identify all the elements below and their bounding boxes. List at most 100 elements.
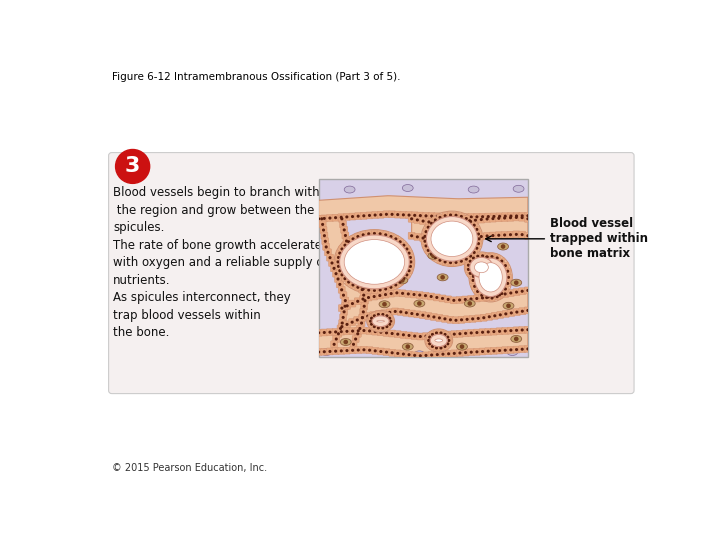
FancyBboxPatch shape (466, 217, 473, 224)
FancyBboxPatch shape (431, 237, 438, 243)
FancyBboxPatch shape (513, 214, 520, 221)
Circle shape (427, 249, 430, 252)
Circle shape (441, 215, 444, 218)
FancyBboxPatch shape (366, 287, 372, 293)
Circle shape (433, 238, 436, 241)
FancyBboxPatch shape (458, 316, 465, 323)
FancyBboxPatch shape (349, 300, 356, 307)
Circle shape (363, 283, 367, 287)
FancyBboxPatch shape (426, 338, 432, 343)
Circle shape (526, 234, 529, 237)
FancyBboxPatch shape (405, 351, 413, 358)
Circle shape (416, 313, 419, 316)
FancyBboxPatch shape (490, 268, 497, 274)
FancyBboxPatch shape (315, 215, 322, 222)
Circle shape (359, 244, 364, 249)
FancyBboxPatch shape (322, 238, 329, 245)
FancyBboxPatch shape (336, 281, 343, 288)
Circle shape (445, 221, 448, 224)
Circle shape (438, 316, 441, 320)
FancyBboxPatch shape (502, 213, 509, 220)
Circle shape (328, 217, 331, 220)
FancyBboxPatch shape (408, 259, 414, 265)
Circle shape (333, 343, 336, 346)
Circle shape (408, 252, 410, 255)
Ellipse shape (402, 343, 413, 350)
FancyBboxPatch shape (451, 214, 458, 220)
FancyBboxPatch shape (431, 314, 437, 320)
Circle shape (382, 326, 384, 329)
Circle shape (521, 310, 524, 313)
FancyBboxPatch shape (460, 218, 467, 225)
FancyBboxPatch shape (502, 327, 509, 334)
Circle shape (438, 216, 441, 219)
FancyBboxPatch shape (346, 279, 352, 285)
Circle shape (495, 295, 499, 298)
Circle shape (464, 258, 468, 261)
Circle shape (445, 238, 448, 241)
Circle shape (423, 240, 426, 243)
Ellipse shape (372, 316, 389, 327)
Circle shape (356, 286, 359, 289)
FancyBboxPatch shape (386, 309, 393, 316)
FancyBboxPatch shape (332, 328, 339, 335)
FancyBboxPatch shape (426, 341, 433, 347)
Circle shape (385, 350, 388, 354)
Circle shape (361, 233, 365, 237)
Circle shape (323, 331, 326, 334)
FancyBboxPatch shape (434, 332, 441, 339)
Circle shape (379, 330, 382, 334)
Circle shape (447, 352, 450, 355)
Circle shape (431, 333, 434, 336)
Circle shape (330, 261, 333, 265)
Circle shape (492, 294, 495, 298)
FancyBboxPatch shape (474, 275, 481, 281)
FancyBboxPatch shape (397, 239, 403, 245)
Circle shape (368, 214, 371, 217)
Circle shape (347, 280, 350, 284)
FancyBboxPatch shape (404, 246, 410, 252)
FancyBboxPatch shape (359, 314, 366, 321)
Circle shape (459, 352, 462, 355)
FancyBboxPatch shape (485, 213, 492, 220)
Circle shape (351, 302, 354, 305)
Circle shape (354, 266, 357, 269)
FancyBboxPatch shape (375, 325, 382, 331)
Circle shape (475, 350, 479, 353)
Circle shape (464, 217, 468, 220)
Circle shape (384, 233, 387, 237)
FancyBboxPatch shape (387, 315, 393, 321)
Circle shape (493, 266, 496, 269)
FancyBboxPatch shape (419, 312, 426, 319)
FancyBboxPatch shape (434, 351, 441, 358)
Circle shape (359, 327, 361, 330)
Circle shape (480, 218, 483, 221)
FancyBboxPatch shape (470, 273, 477, 280)
FancyBboxPatch shape (480, 253, 486, 259)
FancyBboxPatch shape (344, 243, 351, 250)
Circle shape (344, 234, 347, 237)
Circle shape (486, 255, 489, 259)
Circle shape (328, 330, 331, 334)
Circle shape (396, 333, 400, 336)
FancyBboxPatch shape (319, 221, 326, 228)
FancyBboxPatch shape (423, 333, 429, 340)
FancyBboxPatch shape (338, 320, 346, 327)
Circle shape (390, 292, 392, 295)
Circle shape (474, 235, 477, 239)
Circle shape (515, 214, 518, 218)
Circle shape (373, 289, 376, 292)
Circle shape (492, 349, 495, 353)
Circle shape (343, 228, 346, 232)
FancyBboxPatch shape (340, 314, 346, 321)
Circle shape (433, 256, 437, 259)
Circle shape (341, 273, 343, 276)
FancyBboxPatch shape (474, 329, 480, 336)
Circle shape (515, 291, 518, 294)
FancyBboxPatch shape (343, 321, 351, 328)
Circle shape (338, 269, 341, 272)
Circle shape (340, 330, 343, 333)
Circle shape (469, 350, 473, 354)
FancyBboxPatch shape (384, 313, 390, 319)
FancyBboxPatch shape (377, 329, 384, 336)
